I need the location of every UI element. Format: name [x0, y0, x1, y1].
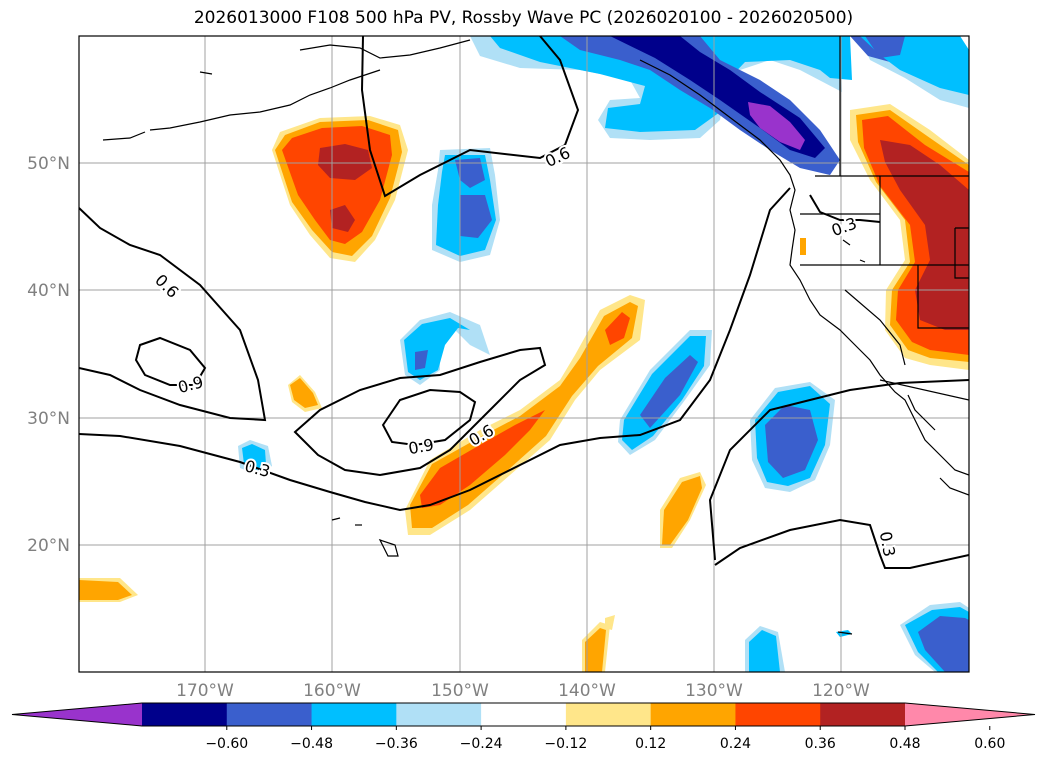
colorbar-segment [396, 703, 482, 726]
colorbar-tick-label: −0.24 [460, 736, 503, 752]
colorbar-extend-high [905, 703, 1035, 726]
colorbar-tick-label: −0.36 [375, 736, 418, 752]
colorbar-segment [481, 703, 567, 726]
lat-label: 20°N [27, 536, 70, 556]
plot-area [79, 36, 969, 672]
lat-label: 40°N [27, 281, 70, 301]
lat-label: 30°N [27, 409, 70, 429]
lon-label: 160°W [303, 681, 361, 701]
lat-label: 50°N [27, 154, 70, 174]
colorbar-tick-label: 0.24 [720, 736, 751, 752]
lon-label: 130°W [685, 681, 743, 701]
colorbar-segment [565, 703, 652, 726]
colorbar: −0.60 −0.48 −0.36 −0.24 −0.12 0.12 0.24 0.36 0.4… [11, 702, 1036, 752]
colorbar-tick-label: −0.48 [290, 736, 333, 752]
colorbar-tick-label: 0.60 [974, 736, 1005, 752]
colorbar-tick-label: 0.36 [805, 736, 836, 752]
lon-label: 150°W [431, 681, 489, 701]
colorbar-segment [226, 703, 313, 726]
contour-lines [79, 36, 969, 569]
positive-anomaly-160w [272, 116, 408, 262]
negative-anomaly-north [470, 36, 969, 175]
colorbar-tick-label: −0.12 [544, 736, 587, 752]
contour-label: 0.3 [876, 530, 899, 558]
colorbar-segment [650, 703, 736, 726]
lon-label: 140°W [558, 681, 616, 701]
small-positive-anomalies [79, 375, 706, 672]
colorbar-tick-label: 0.12 [635, 736, 666, 752]
map-title: 2026013000 F108 500 hPa PV, Rossby Wave … [193, 8, 854, 28]
negative-anomalies-south [238, 312, 969, 672]
gridlines [79, 36, 969, 672]
positive-anomaly-streak [405, 295, 645, 535]
colorbar-segment [311, 703, 397, 726]
colorbar-tick-label: 0.48 [889, 736, 920, 752]
colorbar-extend-low [12, 703, 142, 726]
colorbar-segment [142, 703, 228, 726]
longitude-labels: 170°W 160°W 150°W 140°W 130°W 120°W [176, 681, 870, 701]
colorbar-outline [11, 702, 1036, 727]
plot-frame [78, 35, 970, 673]
lon-label: 120°W [812, 681, 870, 701]
latitude-labels: 50°N 40°N 30°N 20°N [27, 154, 70, 556]
colorbar-segment [820, 703, 906, 726]
coastlines [102, 36, 969, 635]
colorbar-segment [735, 703, 821, 726]
negative-anomaly-150w [432, 148, 500, 262]
colorbar-tick-label: −0.60 [205, 736, 248, 752]
lon-label: 170°W [176, 681, 234, 701]
